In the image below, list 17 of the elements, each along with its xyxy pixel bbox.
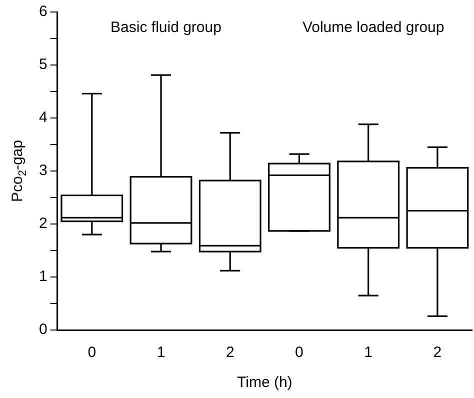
annotation: Volume loaded group xyxy=(302,19,444,36)
x-tick-label: 0 xyxy=(88,344,96,362)
y-tick-label: 4 xyxy=(39,109,48,126)
y-tick-label: 0 xyxy=(39,321,48,338)
x-tick-label: 2 xyxy=(226,344,234,362)
x-tick-label: 1 xyxy=(156,344,166,362)
y-tick-label: 6 xyxy=(39,3,48,20)
x-tick-label: 0 xyxy=(295,344,304,362)
y-axis-title: Pco2-gap xyxy=(9,140,30,202)
y-tick-label: 1 xyxy=(39,268,48,286)
x-tick-label: 2 xyxy=(433,344,442,362)
annotation: Basic fluid group xyxy=(110,19,222,36)
y-tick-label: 2 xyxy=(39,215,48,232)
y-tick-label: 3 xyxy=(39,162,48,180)
x-axis-title: Time (h) xyxy=(237,374,292,392)
x-tick-label: 1 xyxy=(364,344,373,362)
y-tick-label: 5 xyxy=(39,56,48,74)
